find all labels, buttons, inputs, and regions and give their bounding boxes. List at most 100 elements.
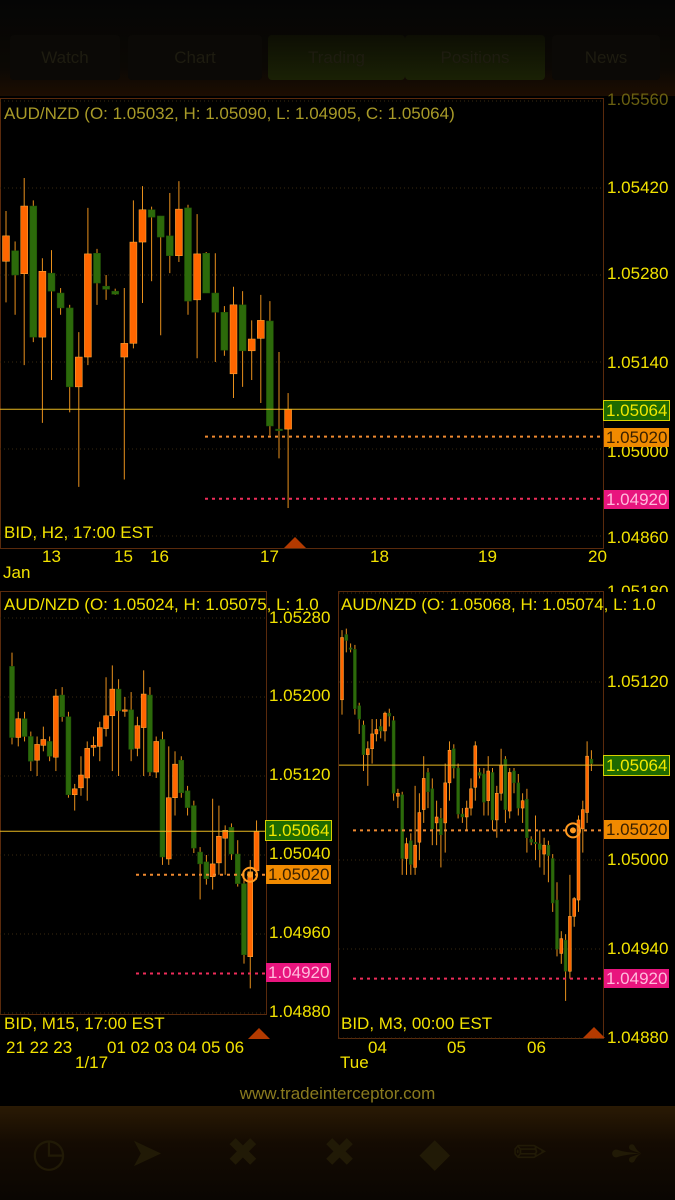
candle-bull (464, 807, 469, 818)
x-tick: 01 02 03 04 05 06 (107, 1038, 245, 1057)
current-price-tag: 1.05064 (265, 820, 333, 841)
chart-m15-panel[interactable] (0, 591, 267, 1015)
tab-positions[interactable]: Positions (405, 35, 545, 80)
x-day-label: Tue (340, 1053, 369, 1072)
stop-price-tag[interactable]: 1.04920 (266, 963, 332, 982)
order-price-tag[interactable]: 1.05020 (604, 820, 670, 839)
price-label: 1.05120 (607, 672, 669, 691)
candle-bear (65, 307, 74, 388)
candle-bull (78, 774, 84, 789)
candle-bear (241, 883, 247, 955)
candle-bear (147, 694, 153, 773)
candle-bear (361, 724, 366, 755)
chart-h2-timeframe: BID, H2, 17:00 EST (4, 523, 154, 542)
candle-bull (193, 253, 201, 301)
tab-news[interactable]: News (552, 35, 660, 80)
positions-icon[interactable]: ✖ (322, 1131, 357, 1175)
candle-bull (40, 739, 47, 746)
tab-chart[interactable]: Chart (128, 35, 262, 80)
candle-bear (391, 720, 396, 794)
watermark-link[interactable]: www.tradeinterceptor.com (239, 1084, 436, 1103)
chart-h2-ohlc-header: AUD/NZD (O: 1.05032, H: 1.05090, L: 1.04… (4, 104, 455, 123)
clock-icon[interactable]: ◷ (31, 1131, 67, 1175)
candle-bear (378, 726, 383, 732)
candle-bear (166, 235, 174, 256)
scroll-marker-icon[interactable] (583, 1027, 605, 1038)
chart-h2-panel[interactable] (0, 98, 604, 549)
tab-trading[interactable]: Trading (268, 35, 405, 80)
candle-bear (159, 739, 166, 858)
x-tick: 19 (478, 547, 497, 566)
order-price-tag[interactable]: 1.05020 (604, 428, 670, 447)
candle-bull (257, 320, 265, 339)
x-tick: 06 (527, 1038, 546, 1057)
order-crosshair-icon (570, 827, 576, 834)
candle-bear (525, 798, 529, 838)
candle-bull (84, 748, 90, 779)
stop-price-tag[interactable]: 1.04920 (604, 969, 670, 988)
candle-bull (109, 688, 116, 717)
candle-bull (103, 715, 109, 729)
pencil-icon[interactable]: ✏ (513, 1131, 547, 1175)
candle-bear (147, 209, 156, 218)
bottom-nav-bar: ◷ ➤ ✖ ✖ ◆ ✏ ➺ (0, 1106, 675, 1200)
price-label: 1.05280 (269, 608, 331, 627)
price-label: 1.05120 (269, 765, 331, 784)
candle-bull (90, 745, 97, 748)
chart-m15-timeframe: BID, M15, 17:00 EST (4, 1014, 165, 1033)
candle-bear (203, 861, 210, 879)
candle-bull (413, 844, 417, 868)
scroll-marker-icon[interactable] (248, 1028, 270, 1039)
candle-bear (482, 773, 486, 803)
candle-bull (2, 235, 10, 262)
candle-bear (460, 813, 465, 818)
candle-bear (102, 285, 110, 290)
candle-bull (520, 800, 525, 809)
candle-bear (550, 858, 555, 904)
buy-sell-icon[interactable]: ✖ (226, 1131, 260, 1175)
candle-bull (340, 637, 344, 701)
candle-bear (516, 782, 521, 809)
candle-bear (430, 788, 435, 830)
candle-bear (529, 838, 533, 843)
chart-m3-panel[interactable] (338, 591, 604, 1039)
candle-bear (11, 250, 19, 276)
x-tick: 15 (114, 547, 133, 566)
candle-bull (229, 304, 238, 375)
candle-bull (404, 843, 409, 859)
candle-bear (111, 290, 119, 295)
x-month-label: Jan (3, 563, 31, 582)
price-label: 1.04880 (269, 1002, 331, 1021)
candle-bull (153, 741, 159, 773)
candle-bear (178, 759, 185, 794)
candle-bull (542, 844, 546, 855)
tag-icon[interactable]: ◆ (419, 1131, 451, 1175)
order-price-tag[interactable]: 1.05020 (266, 865, 332, 884)
candle-bull (84, 253, 92, 358)
price-label: 1.04940 (607, 939, 669, 958)
x-tick: 04 (368, 1038, 387, 1057)
top-tab-bar: Watch Chart Trading Positions News (0, 0, 675, 96)
x-tick: 16 (150, 547, 169, 566)
candle-bear (452, 748, 456, 769)
price-label: 1.05040 (269, 844, 331, 863)
candle-bull (486, 770, 490, 801)
stop-price-tag[interactable]: 1.04920 (604, 490, 670, 509)
scroll-marker-icon[interactable] (284, 537, 306, 548)
candle-bear (184, 790, 191, 808)
tab-watch[interactable]: Watch (10, 35, 120, 80)
rocket-icon[interactable]: ➤ (129, 1131, 164, 1175)
candle-bear (47, 272, 56, 292)
order-crosshair-icon (242, 866, 258, 883)
share-icon[interactable]: ➺ (609, 1131, 644, 1175)
candle-bull (576, 819, 581, 901)
candle-bull (166, 797, 172, 860)
price-label: 1.05200 (269, 686, 331, 705)
candle-bear (202, 253, 210, 294)
candle-bear (400, 794, 404, 859)
candle-bear (344, 634, 349, 641)
x-tick: 05 (447, 1038, 466, 1057)
